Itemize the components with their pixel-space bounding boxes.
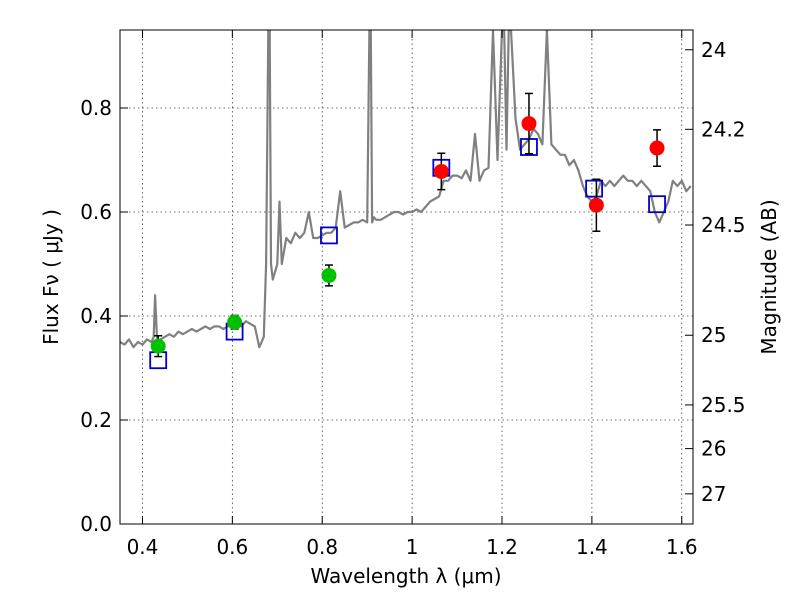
- x-tick-label: 1.2: [486, 535, 518, 559]
- model-square-marker: [648, 195, 666, 214]
- spectrum-line: [120, 30, 692, 349]
- model-square-marker: [585, 179, 604, 198]
- right-tick-label: 27: [701, 482, 726, 506]
- y-tick-label: 0.0: [80, 512, 112, 536]
- flux-point-marker: [227, 314, 243, 330]
- grid: [120, 30, 693, 525]
- right-tick-label: 24.5: [701, 213, 746, 237]
- ticks: 0.4 0.6 0.8 1 1.2 1.4 1.6 0.0 0.2 0.4 0.6 0.8 24 24.2…: [80, 30, 746, 559]
- x-tick-label: 1.6: [666, 535, 698, 559]
- flux-point-marker: [521, 116, 537, 132]
- y-tick-label: 0.2: [80, 408, 112, 432]
- y-tick-label: 0.8: [80, 96, 112, 120]
- y-tick-label: 0.6: [80, 200, 112, 224]
- flux-point-marker: [321, 267, 337, 283]
- x-tick-label: 1.4: [576, 535, 608, 559]
- plot-frame: [119, 29, 694, 525]
- y-tick-label: 0.4: [80, 304, 112, 328]
- x-tick-label: 0.6: [216, 535, 248, 559]
- x-tick-label: 0.8: [306, 535, 338, 559]
- right-axis-label: Magnitude (AB): [757, 199, 781, 354]
- flux-point-marker: [433, 163, 449, 179]
- plot-data: [120, 30, 692, 370]
- y-axis-label: Flux Fν ( μJy ): [39, 209, 63, 345]
- right-tick-label: 25: [701, 323, 726, 347]
- x-tick-label: 1: [406, 535, 419, 559]
- flux-point-marker: [649, 140, 665, 156]
- x-axis-label: Wavelength λ (μm): [310, 564, 501, 588]
- right-tick-label: 24: [701, 38, 726, 62]
- flux-point-marker: [150, 338, 166, 354]
- flux-point-marker: [588, 197, 604, 213]
- right-tick-label: 25.5: [701, 393, 746, 417]
- right-tick-label: 24.2: [701, 117, 746, 141]
- model-square-marker: [320, 226, 338, 245]
- x-tick-label: 0.4: [127, 535, 159, 559]
- right-tick-label: 26: [701, 437, 726, 461]
